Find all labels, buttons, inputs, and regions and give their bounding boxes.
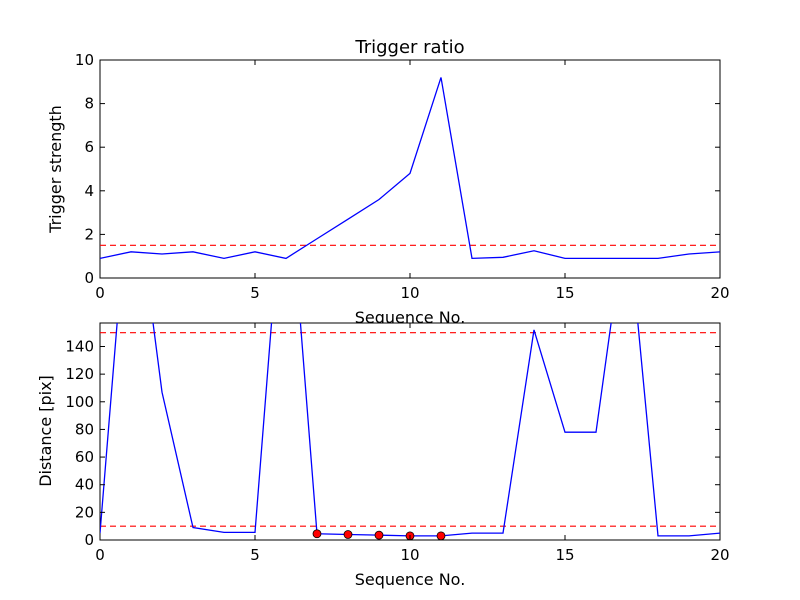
data-point-marker — [312, 529, 322, 539]
x-tick-label: 15 — [555, 546, 574, 564]
x-tick-label: 10 — [400, 284, 419, 302]
y-tick-label: 0 — [84, 269, 94, 287]
trigger-ratio-panel: Trigger ratio Sequence No. Trigger stren… — [46, 37, 730, 327]
y-tick-label: 120 — [65, 365, 94, 383]
x-tick-label: 20 — [710, 546, 729, 564]
y-axis-label: Distance [pix] — [36, 375, 55, 487]
x-tick-label: 15 — [555, 284, 574, 302]
y-tick-label: 6 — [84, 138, 94, 156]
x-tick-label: 5 — [250, 546, 260, 564]
y-tick-label: 140 — [65, 337, 94, 355]
y-tick-label: 2 — [84, 225, 94, 243]
data-point-marker — [374, 530, 384, 540]
series-line — [100, 77, 720, 260]
x-tick-label: 0 — [95, 546, 105, 564]
x-tick-label: 10 — [400, 546, 419, 564]
x-tick-label: 5 — [250, 284, 260, 302]
x-tick-label: 0 — [95, 284, 105, 302]
y-tick-label: 8 — [84, 95, 94, 113]
distance-panel: Sequence No. Distance [pix] 0 5 10 15 20 0 20 4… — [36, 322, 730, 589]
y-tick-label: 40 — [75, 476, 94, 494]
y-tick-label: 10 — [75, 51, 94, 69]
y-tick-label: 60 — [75, 448, 94, 466]
y-axis-label: Trigger strength — [46, 105, 65, 234]
chart-title: Trigger ratio — [354, 37, 464, 58]
y-tick-label: 20 — [75, 503, 94, 521]
y-tick-label: 100 — [65, 393, 94, 411]
data-point-marker — [436, 531, 446, 540]
y-tick-label: 4 — [84, 182, 94, 200]
x-axis-label: Sequence No. — [355, 308, 466, 327]
x-tick-label: 20 — [710, 284, 729, 302]
data-point-marker — [343, 530, 353, 539]
plot-frame — [99, 322, 721, 541]
plot-frame — [99, 59, 721, 279]
y-tick-label: 80 — [75, 420, 94, 438]
x-axis-label: Sequence No. — [355, 570, 466, 589]
plot-area — [100, 77, 720, 260]
y-tick-label: 0 — [84, 531, 94, 549]
